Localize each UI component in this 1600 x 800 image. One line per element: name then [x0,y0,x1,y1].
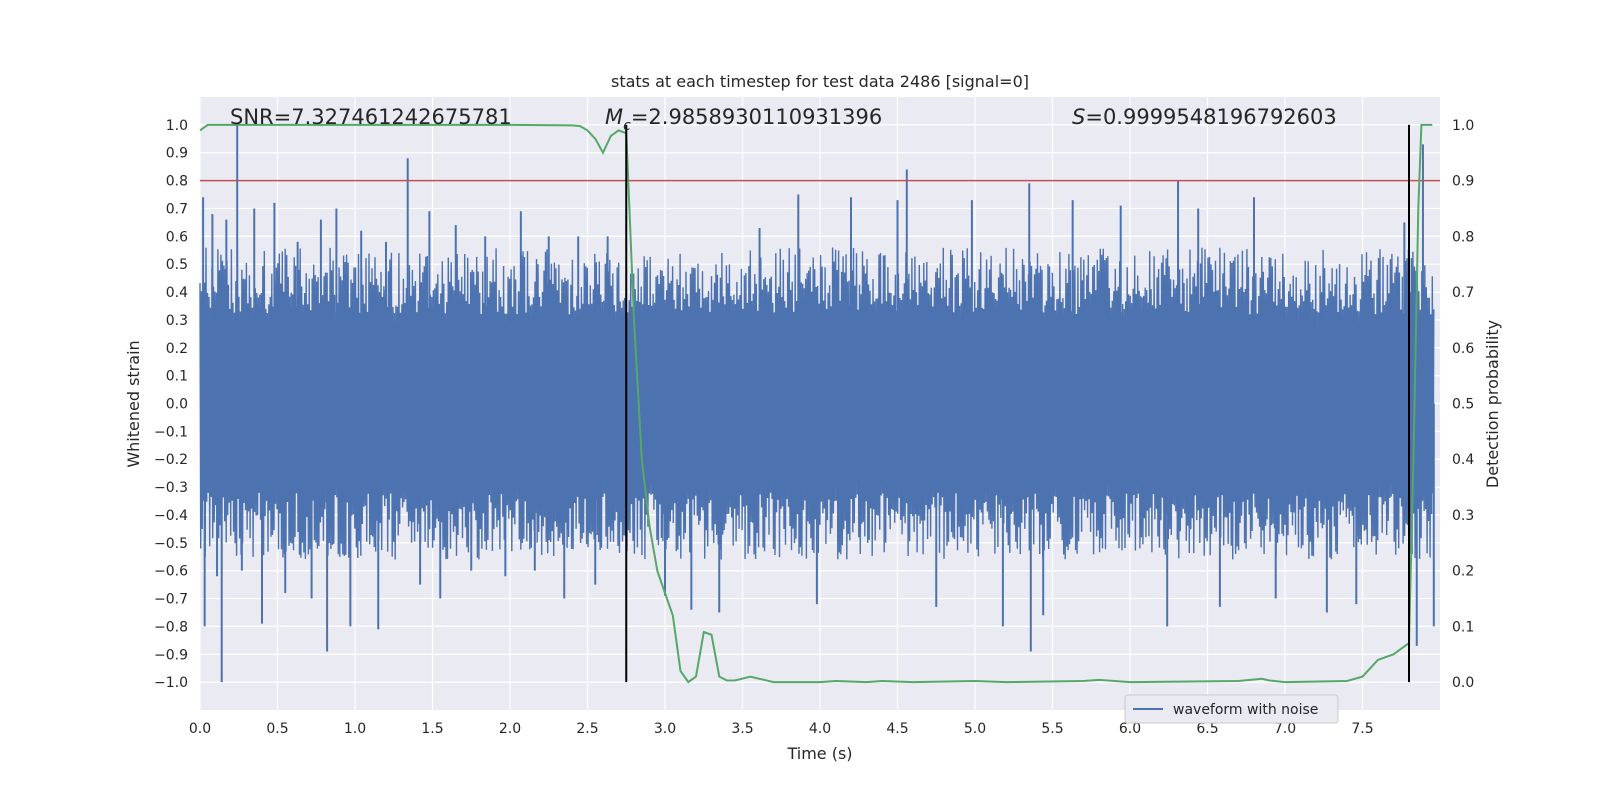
y-tick-label: −0.8 [154,619,188,635]
y-tick-label: 0.4 [166,285,188,301]
y-tick-label: 0.5 [166,257,188,273]
x-tick-label: 0.5 [266,721,288,737]
y2-tick-label: 0.4 [1452,452,1474,468]
y2-tick-label: 0.5 [1452,397,1474,413]
waveform-series [199,124,1435,683]
y-tick-label: 0.6 [166,229,188,245]
y-tick-label: 1.0 [166,118,188,134]
x-tick-label: 3.5 [731,721,753,737]
chirp-mass-symbol: M [605,105,623,129]
chart-title: stats at each timestep for test data 248… [611,72,1029,91]
detection-probability-line [199,123,1433,684]
y-tick-label: −0.7 [154,592,188,608]
x-tick-label: 7.0 [1274,721,1296,737]
waveform-spikes [202,124,1435,683]
y-tick-label: −0.3 [154,480,188,496]
x-tick-label: 1.5 [421,721,443,737]
y-tick-label: 0.0 [166,397,188,413]
y-tick-label: −0.2 [154,452,188,468]
y-tick-label: −0.1 [154,424,188,440]
x-tick-label: 2.5 [576,721,598,737]
s-symbol: S [1072,105,1085,129]
y-tick-label: −0.9 [154,647,188,663]
x-tick-label: 4.0 [809,721,831,737]
y2-tick-label: 0.0 [1452,675,1474,691]
x-tick-label: 6.5 [1196,721,1218,737]
y-tick-label: −0.6 [154,564,188,580]
legend: waveform with noise [1124,694,1339,724]
x-tick-label: 2.0 [499,721,521,737]
chirp-mass-subscript: c [623,118,631,134]
y-tick-label: 0.3 [166,313,188,329]
x-tick-label: 1.0 [344,721,366,737]
y-tick-label: −0.4 [154,508,188,524]
x-tick-label: 3.0 [654,721,676,737]
y2-tick-label: 0.2 [1452,564,1474,580]
y-tick-label: 0.2 [166,341,188,357]
legend-label: waveform with noise [1173,702,1318,718]
x-tick-label: 0.0 [189,721,211,737]
x-tick-label: 7.5 [1351,721,1373,737]
y-tick-label: −0.5 [154,536,188,552]
y-tick-label: 0.9 [166,146,188,162]
y2-tick-label: 0.3 [1452,508,1474,524]
x-tick-label: 5.5 [1041,721,1063,737]
y2-tick-label: 0.8 [1452,229,1474,245]
y2-tick-label: 0.1 [1452,619,1474,635]
s-value: =0.9999548196792603 [1085,105,1336,129]
y-axis-label: Whitened strain [124,340,143,467]
snr-annotation: SNR=7.327461242675781 [230,105,512,129]
y2-axis-label: Detection probability [1483,320,1502,488]
y-tick-label: 0.1 [166,369,188,385]
y2-tick-label: 0.9 [1452,174,1474,190]
y-tick-labels: 1.0 0.9 0.8 0.7 0.6 0.5 0.4 0.3 0.2 0.1 0.0 −0.1 −0.… [154,118,188,691]
y2-tick-label: 1.0 [1452,118,1474,134]
x-tick-label: 4.5 [886,721,908,737]
y-tick-label: −1.0 [154,675,188,691]
x-axis-label: Time (s) [786,744,852,763]
y-tick-label: 0.7 [166,201,188,217]
x-tick-labels: 0.0 0.5 1.0 1.5 2.0 2.5 3.0 3.5 4.0 4.5 5.0 5.5 6.0 6… [189,721,1374,737]
chirp-mass-value: =2.9858930110931396 [631,105,882,129]
s-annotation: S=0.9999548196792603 [1072,105,1337,129]
vertical-markers [625,124,1410,683]
y-tick-label: 0.8 [166,174,188,190]
y2-tick-label: 0.7 [1452,285,1474,301]
legend-box [1124,694,1339,724]
y2-tick-label: 0.6 [1452,341,1474,357]
y2-tick-labels: 1.0 0.9 0.8 0.7 0.6 0.5 0.4 0.3 0.2 0.1 0.0 [1452,118,1474,691]
x-tick-label: 5.0 [964,721,986,737]
x-tick-label: 6.0 [1119,721,1141,737]
chirp-mass-annotation: Mc=2.9858930110931396 [605,105,882,134]
